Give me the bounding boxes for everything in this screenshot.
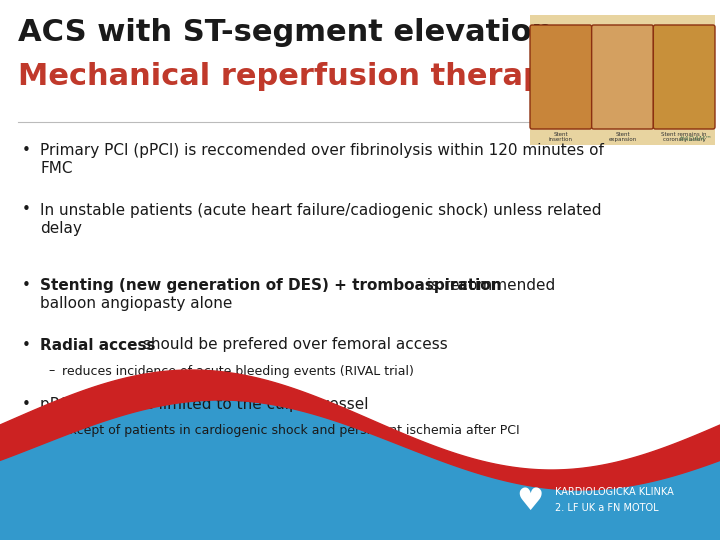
Text: Radial access: Radial access [40,338,156,353]
Polygon shape [0,400,720,540]
Text: –: – [48,424,54,437]
Text: pPCI should be limited to the culprit vessel: pPCI should be limited to the culprit ve… [40,397,369,412]
Text: should be prefered over femoral access: should be prefered over femoral access [138,338,447,353]
FancyBboxPatch shape [592,25,653,129]
FancyBboxPatch shape [530,15,715,145]
Text: –: – [48,364,54,377]
Text: FMC: FMC [40,161,73,176]
Text: Stent remains in
coronary artery: Stent remains in coronary artery [662,132,707,143]
Polygon shape [0,370,720,490]
Text: reduces incidence of acute bleeding events (RIVAL trial): reduces incidence of acute bleeding even… [62,364,414,377]
Text: #ADAM™: #ADAM™ [678,136,712,142]
Text: •: • [22,143,31,158]
Text: 2. LF UK a FN MOTOL: 2. LF UK a FN MOTOL [555,503,659,513]
Text: •: • [22,338,31,353]
Text: In unstable patients (acute heart failure/cadiogenic shock) unless related: In unstable patients (acute heart failur… [40,202,601,218]
Text: except of patients in cardiogenic shock and persistent ischemia after PCI: except of patients in cardiogenic shock … [62,424,520,437]
Text: •: • [22,202,31,218]
Text: KARDIOLOGICKA KLINKA: KARDIOLOGICKA KLINKA [555,487,674,497]
Text: ACS with ST-segment elevation: ACS with ST-segment elevation [18,18,553,47]
Text: Stenting (new generation of DES) + tromboaspiration: Stenting (new generation of DES) + tromb… [40,278,502,293]
Text: •: • [22,397,31,412]
Text: delay: delay [40,220,82,235]
Text: balloon angiopasty alone: balloon angiopasty alone [40,296,233,311]
Text: Stent
expansion: Stent expansion [608,132,636,143]
Text: ♥: ♥ [516,488,544,516]
FancyBboxPatch shape [653,25,715,129]
Text: Stent
insertion: Stent insertion [549,132,573,143]
Text: Primary PCI (pPCI) is reccomended over fibrinolysis within 120 minutes of: Primary PCI (pPCI) is reccomended over f… [40,143,604,158]
Text: •: • [22,278,31,293]
Text: Mechanical reperfusion therapy - PCI: Mechanical reperfusion therapy - PCI [18,62,654,91]
Text: is recommended: is recommended [423,278,556,293]
FancyBboxPatch shape [530,25,592,129]
